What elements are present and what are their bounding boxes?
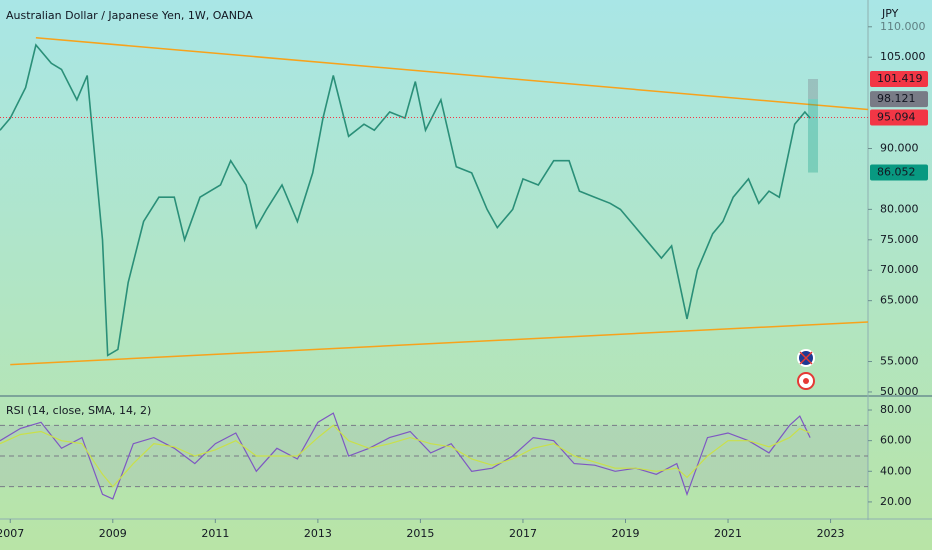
price-label-box bbox=[870, 164, 928, 181]
jp-flag-icon bbox=[797, 372, 815, 390]
y-tick-label: 50.000 bbox=[880, 385, 919, 398]
x-tick-label: 2019 bbox=[611, 527, 639, 540]
x-tick-label: 2017 bbox=[509, 527, 537, 540]
price-label-box bbox=[870, 91, 928, 108]
x-tick-label: 2007 bbox=[0, 527, 24, 540]
pane-back bbox=[0, 409, 872, 503]
y-tick-label: 80.00 bbox=[880, 403, 912, 416]
x-tick-label: 2023 bbox=[817, 527, 845, 540]
x-tick-label: 2009 bbox=[99, 527, 127, 540]
y-tick-label: 70.000 bbox=[880, 263, 919, 276]
trend-line bbox=[35, 36, 869, 111]
pane: 50.000 55.000 65.000 70.000 75.000 80.000 90.0… bbox=[0, 20, 928, 398]
price-label: 95.094 bbox=[877, 111, 916, 124]
chart-title: Australian Dollar / Japanese Yen, 1W, OA… bbox=[6, 9, 253, 22]
y-tick-label: 75.000 bbox=[880, 233, 919, 246]
pane-back bbox=[868, 26, 872, 393]
currency-label: JPY bbox=[881, 7, 899, 20]
y-tick-label: 20.00 bbox=[880, 495, 912, 508]
y-tick-label: 60.00 bbox=[880, 434, 912, 447]
rsi-title: RSI (14, close, SMA, 14, 2) bbox=[6, 404, 151, 417]
y-tick-label: 55.000 bbox=[880, 355, 919, 368]
pane: 20.00 40.00 60.00 80.00 bbox=[0, 403, 912, 508]
price-label-box bbox=[870, 109, 928, 126]
y-tick-label: 90.000 bbox=[880, 142, 919, 155]
series-line bbox=[0, 412, 811, 500]
x-tick-label: 2013 bbox=[304, 527, 332, 540]
series-line bbox=[0, 43, 811, 357]
series-line bbox=[0, 424, 811, 488]
y-tick-label: 110.000 bbox=[880, 20, 926, 33]
y-tick-label: 80.000 bbox=[880, 202, 919, 215]
position-stop bbox=[808, 79, 818, 100]
price-label: 98.121 bbox=[877, 92, 916, 105]
y-tick-label: 65.000 bbox=[880, 294, 919, 307]
trend-line bbox=[10, 321, 869, 366]
y-tick-label: 40.00 bbox=[880, 464, 912, 477]
position-target bbox=[808, 99, 818, 173]
price-label: 101.419 bbox=[877, 72, 923, 85]
price-label: 86.052 bbox=[877, 166, 916, 179]
x-tick-label: 2011 bbox=[201, 527, 229, 540]
x-tick-label: 2021 bbox=[714, 527, 742, 540]
x-tick-label: 2015 bbox=[406, 527, 434, 540]
au-flag-icon bbox=[797, 349, 815, 367]
y-tick-label: 105.000 bbox=[880, 50, 926, 63]
price-label-box bbox=[870, 71, 928, 88]
